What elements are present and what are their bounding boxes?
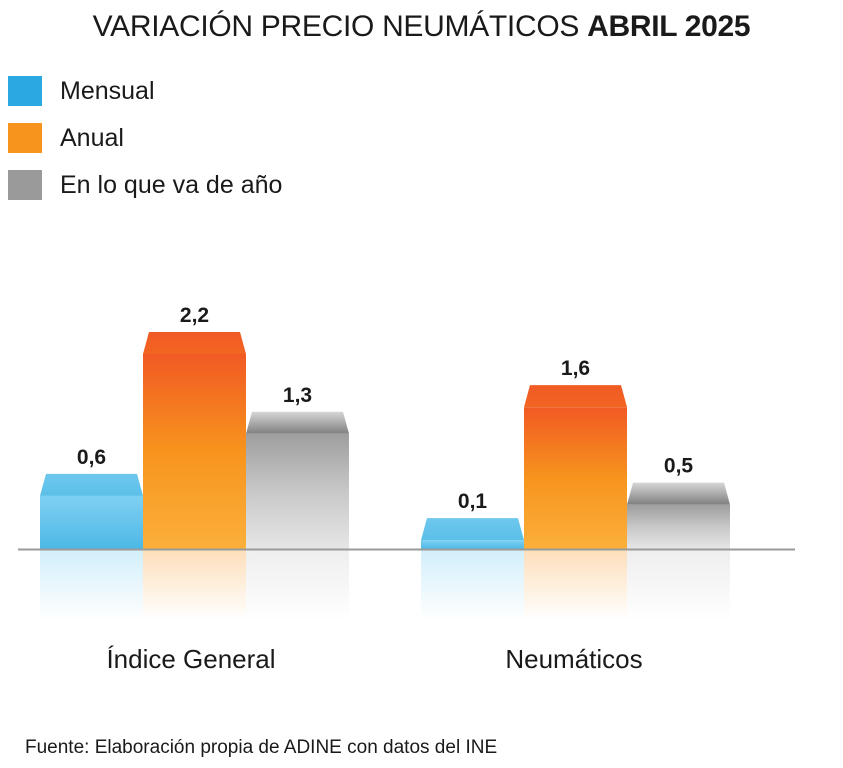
legend-label-en-lo-que-va-de-ano: En lo que va de año <box>60 170 283 199</box>
category-label-indice-general: Índice General <box>106 644 275 674</box>
legend-item-en-lo-que-va-de-ano: En lo que va de año <box>8 170 282 200</box>
bar-en-lo-que-va-de-ano-indice-general <box>246 433 349 549</box>
bar-top-mensual-indice-general <box>40 473 143 496</box>
chart-title-date: ABRIL 2025 <box>587 10 751 43</box>
legend-item-mensual: Mensual <box>8 76 282 106</box>
chart-title: VARIACIÓN PRECIO NEUMÁTICOS ABRIL 2025 <box>0 10 843 44</box>
data-label-mensual-indice-general: 0,6 <box>77 446 106 469</box>
data-label-en-lo-que-va-de-ano-neumaticos: 0,5 <box>664 455 694 478</box>
data-label-mensual-neumaticos: 0,1 <box>458 490 488 513</box>
bar-mensual-indice-general <box>40 495 143 549</box>
source-note: Fuente: Elaboración propia de ADINE con … <box>25 737 498 758</box>
bar-top-mensual-neumaticos <box>421 518 524 541</box>
data-label-en-lo-que-va-de-ano-indice-general: 1,3 <box>283 384 312 407</box>
legend-label-anual: Anual <box>60 123 124 152</box>
legend-item-anual: Anual <box>8 123 282 153</box>
bar-top-en-lo-que-va-de-ano-neumaticos <box>627 482 730 505</box>
bar-top-anual-neumaticos <box>524 385 627 408</box>
legend-swatch-mensual <box>8 76 42 106</box>
chart-title-main: VARIACIÓN PRECIO NEUMÁTICOS <box>92 10 580 43</box>
data-label-anual-neumaticos: 1,6 <box>561 357 590 380</box>
data-label-anual-indice-general: 2,2 <box>180 304 209 327</box>
chart-legend: Mensual Anual En lo que va de año <box>8 76 282 217</box>
bar-mensual-neumaticos <box>421 540 524 549</box>
bar-reflection-anual-neumaticos <box>524 550 627 620</box>
bar-anual-indice-general <box>143 354 246 549</box>
bar-reflection-mensual-neumaticos <box>421 550 524 620</box>
bar-anual-neumaticos <box>524 407 627 549</box>
bar-en-lo-que-va-de-ano-neumaticos <box>627 504 730 549</box>
bar-top-en-lo-que-va-de-ano-indice-general <box>246 411 349 434</box>
bar-reflection-anual-indice-general <box>143 550 246 620</box>
legend-label-mensual: Mensual <box>60 76 155 105</box>
bar-reflection-en-lo-que-va-de-ano-neumaticos <box>627 550 730 620</box>
bar-reflection-mensual-indice-general <box>40 550 143 620</box>
legend-swatch-en-lo-que-va-de-ano <box>8 170 42 200</box>
bar-reflection-en-lo-que-va-de-ano-indice-general <box>246 550 349 620</box>
legend-swatch-anual <box>8 123 42 153</box>
category-label-neumaticos: Neumáticos <box>505 644 642 674</box>
bar-top-anual-indice-general <box>143 332 246 354</box>
